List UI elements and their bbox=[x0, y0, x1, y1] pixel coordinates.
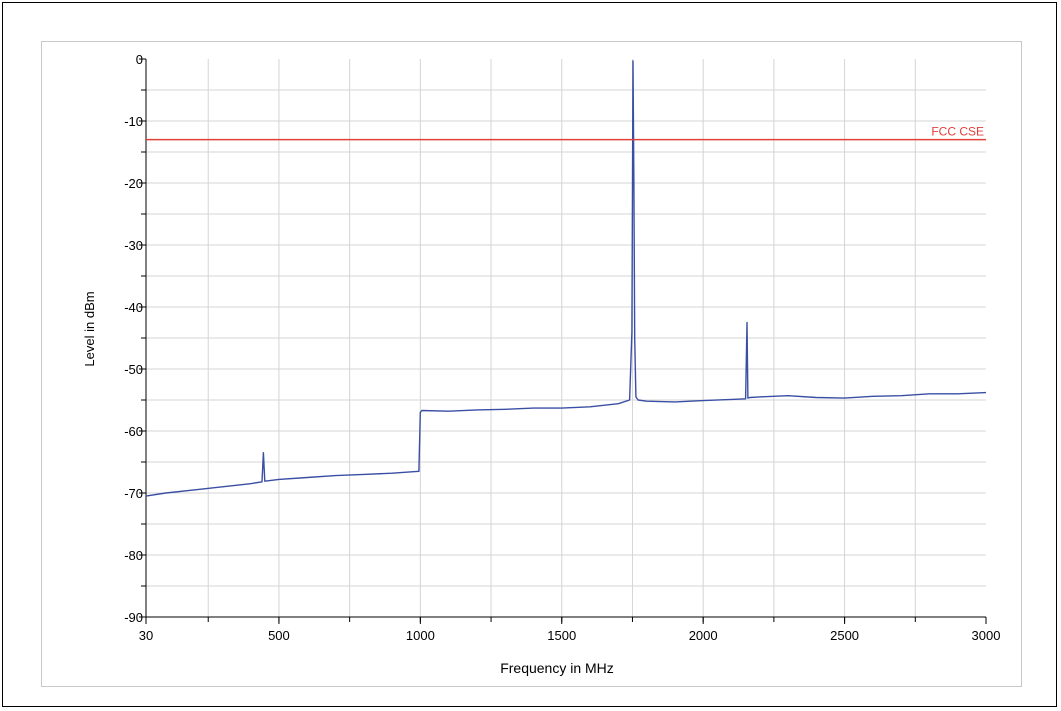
grid bbox=[146, 59, 986, 617]
x-tick-label: 3000 bbox=[972, 628, 1001, 643]
label-layer: Frequency in MHz Level in dBm bbox=[82, 291, 614, 676]
x-axis-label: Frequency in MHz bbox=[500, 660, 614, 676]
y-tick-label: -30 bbox=[124, 238, 143, 253]
axes: 30 500 1000 1500 2000 2500 3000 0 -10 -20 -30 -40 -5… bbox=[124, 52, 1000, 643]
y-tick-label: 0 bbox=[136, 52, 143, 67]
y-tick-label: -50 bbox=[124, 362, 143, 377]
series-layer bbox=[145, 60, 987, 497]
y-tick-label: -10 bbox=[124, 114, 143, 129]
y-tick-label: -70 bbox=[124, 486, 143, 501]
series-line bbox=[145, 60, 987, 497]
spectrum-chart: 30 500 1000 1500 2000 2500 3000 0 -10 -20 -30 -40 -5… bbox=[82, 52, 1000, 676]
y-tick-label: -20 bbox=[124, 176, 143, 191]
y-tick-label: -90 bbox=[124, 610, 143, 625]
chart-panel bbox=[41, 41, 1022, 687]
x-tick-label: 30 bbox=[139, 628, 153, 643]
x-tick-label: 1000 bbox=[406, 628, 435, 643]
x-tick-label: 2500 bbox=[830, 628, 859, 643]
y-tick-label: -80 bbox=[124, 548, 143, 563]
x-tick-label: 500 bbox=[268, 628, 290, 643]
x-tick-label: 2000 bbox=[689, 628, 718, 643]
reference-layer: FCC CSE bbox=[146, 125, 986, 141]
y-tick-label: -40 bbox=[124, 300, 143, 315]
fcc-cse-label: FCC CSE bbox=[931, 125, 984, 139]
y-axis-label: Level in dBm bbox=[82, 291, 97, 366]
y-tick-label: -60 bbox=[124, 424, 143, 439]
x-tick-label: 1500 bbox=[547, 628, 576, 643]
